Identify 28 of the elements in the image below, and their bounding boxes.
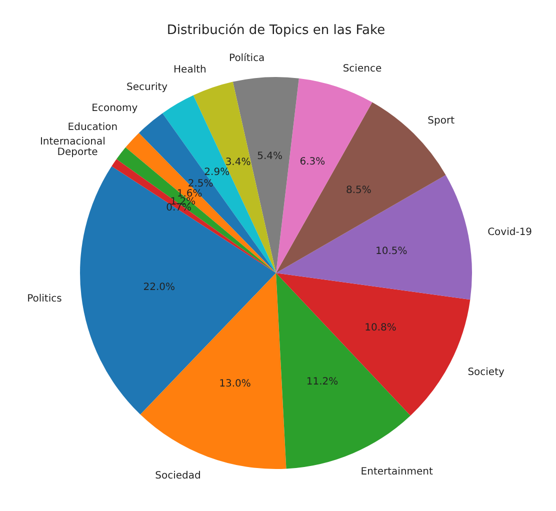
pie-slice <box>276 175 472 300</box>
slice-label: Economy <box>92 103 138 114</box>
chart-title: Distribución de Topics en las Fake <box>166 23 386 38</box>
data-label: 2.9% <box>204 166 230 178</box>
slice-label: Health <box>174 64 206 76</box>
data-label: 3.4% <box>225 157 251 168</box>
slice-label: Covid-19 <box>488 226 532 238</box>
slice-label: Internacional <box>40 136 106 148</box>
data-label: 2.5% <box>188 178 214 190</box>
data-label: 8.5% <box>346 184 372 196</box>
data-label: 10.5% <box>376 246 408 257</box>
slice-label: Education <box>68 122 118 134</box>
slice-label: Política <box>229 53 265 64</box>
pie-slice <box>276 273 470 416</box>
data-label: 22.0% <box>143 282 176 294</box>
data-label: 11.2% <box>306 376 338 388</box>
data-label: 13.0% <box>219 378 251 390</box>
slice-label: Entertainment <box>360 466 434 478</box>
data-label: 5.4% <box>257 151 283 162</box>
data-label: 10.8% <box>364 322 396 334</box>
slice-label: Security <box>126 82 168 94</box>
slice-label: Deporte <box>57 147 98 158</box>
data-label: 6.3% <box>300 156 326 168</box>
slice-label: Politics <box>27 293 62 304</box>
slice-label: Sport <box>428 115 455 126</box>
slice-label: Science <box>342 64 382 75</box>
slice-label: Sociedad <box>155 470 201 482</box>
slice-label: Society <box>468 367 505 378</box>
